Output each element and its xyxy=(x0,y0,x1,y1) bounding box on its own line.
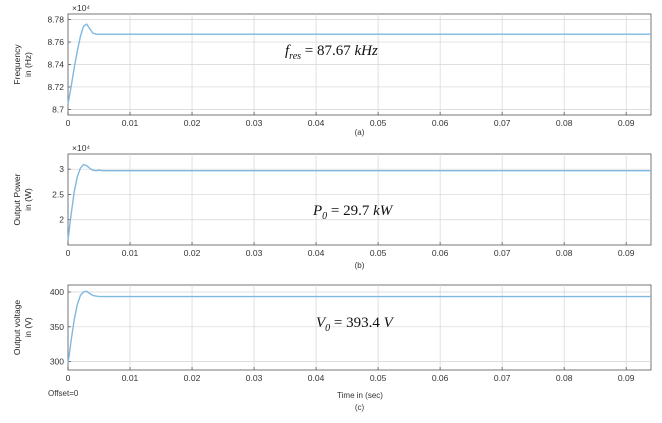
x-tick-label: 0.04 xyxy=(308,373,325,383)
y-axis-label: Output voltage xyxy=(12,300,22,356)
series-line xyxy=(67,290,651,364)
x-axis-label: Time in (sec) xyxy=(337,391,383,400)
x-tick-label: 0.03 xyxy=(246,118,263,128)
x-tick-label: 0.08 xyxy=(556,373,573,383)
x-tick-label: 0.05 xyxy=(370,248,387,258)
x-tick-label: 0.04 xyxy=(308,118,325,128)
y-exponent-label: ×10⁴ xyxy=(72,3,90,13)
y-tick-label: 8.78 xyxy=(47,15,64,25)
annotation-subscript: 0 xyxy=(325,323,330,334)
y-axis-label: in (V) xyxy=(23,317,33,337)
x-tick-label: 0 xyxy=(66,248,71,258)
panel-caption: (c) xyxy=(355,403,365,412)
x-tick-label: 0.01 xyxy=(122,373,139,383)
annotation-variable: V xyxy=(316,315,327,331)
annotation-value: = 87.67 xyxy=(301,43,354,59)
annotation-value: = 29.7 xyxy=(327,203,373,219)
annotation-subscript: 0 xyxy=(322,211,327,222)
y-axis-label: in (W) xyxy=(23,188,33,211)
offset-label: Offset=0 xyxy=(48,389,79,398)
panel-1: 0 0.01 0.02 0.03 0.04 0.05 0.06 0.07 0.08 0.09 2 2.… xyxy=(12,143,652,270)
series-line xyxy=(67,23,651,104)
panel-caption: (a) xyxy=(355,128,365,137)
x-tick-label: 0.06 xyxy=(432,373,449,383)
x-tick-label: 0.03 xyxy=(246,248,263,258)
value-annotation: V0 = 393.4 V xyxy=(316,315,395,334)
y-axis-label: Output Power xyxy=(12,173,22,225)
x-tick-label: 0.07 xyxy=(494,248,511,258)
panel-caption: (b) xyxy=(355,261,365,270)
x-tick-label: 0.07 xyxy=(494,118,511,128)
x-tick-label: 0.01 xyxy=(122,118,139,128)
y-tick-label: 8.7 xyxy=(52,104,64,114)
y-tick-label: 2 xyxy=(59,215,64,225)
x-tick-label: 0.06 xyxy=(432,118,449,128)
value-annotation: P0 = 29.7 kW xyxy=(312,203,394,222)
x-tick-label: 0 xyxy=(66,373,71,383)
y-tick-label: 8.72 xyxy=(47,82,64,92)
x-tick-label: 0.09 xyxy=(618,118,635,128)
y-tick-label: 8.76 xyxy=(47,37,64,47)
panel-0: 0 0.01 0.02 0.03 0.04 0.05 0.06 0.07 0.08 0.09 8.7… xyxy=(12,3,652,137)
x-tick-label: 0.07 xyxy=(494,373,511,383)
x-tick-label: 0.01 xyxy=(122,248,139,258)
annotation-unit: V xyxy=(384,315,395,331)
annotation-variable: f xyxy=(285,43,291,59)
x-tick-label: 0 xyxy=(66,118,71,128)
annotation-unit: kHz xyxy=(355,43,378,59)
annotation-variable: P xyxy=(312,203,322,219)
x-tick-label: 0.02 xyxy=(184,373,201,383)
plot-area xyxy=(67,284,652,371)
y-tick-label: 350 xyxy=(50,322,64,332)
y-tick-label: 400 xyxy=(50,287,64,297)
x-tick-label: 0.09 xyxy=(618,248,635,258)
y-tick-label: 8.74 xyxy=(47,60,64,70)
panel-2: 0 0.01 0.02 0.03 0.04 0.05 0.06 0.07 0.08 0.09 300… xyxy=(12,284,652,412)
x-tick-label: 0.04 xyxy=(308,248,325,258)
x-tick-label: 0.08 xyxy=(556,118,573,128)
plot-area xyxy=(67,153,652,246)
annotation-value: = 393.4 xyxy=(330,315,383,331)
annotation-unit: kW xyxy=(373,203,394,219)
x-tick-label: 0.06 xyxy=(432,248,449,258)
y-axis-label: Frequency xyxy=(12,44,22,85)
y-exponent-label: ×10⁴ xyxy=(72,143,90,153)
value-annotation: fres = 87.67 kHz xyxy=(285,43,378,62)
y-axis-label: in (Hz) xyxy=(23,52,33,77)
x-tick-label: 0.09 xyxy=(618,373,635,383)
y-tick-label: 2.5 xyxy=(52,189,64,199)
y-tick-label: 300 xyxy=(50,357,64,367)
annotation-subscript: res xyxy=(289,51,301,62)
x-tick-label: 0.08 xyxy=(556,248,573,258)
x-tick-label: 0.05 xyxy=(370,373,387,383)
x-tick-label: 0.03 xyxy=(246,373,263,383)
series-line xyxy=(67,163,651,240)
x-tick-label: 0.02 xyxy=(184,248,201,258)
x-tick-label: 0.05 xyxy=(370,118,387,128)
x-tick-label: 0.02 xyxy=(184,118,201,128)
y-tick-label: 3 xyxy=(59,164,64,174)
